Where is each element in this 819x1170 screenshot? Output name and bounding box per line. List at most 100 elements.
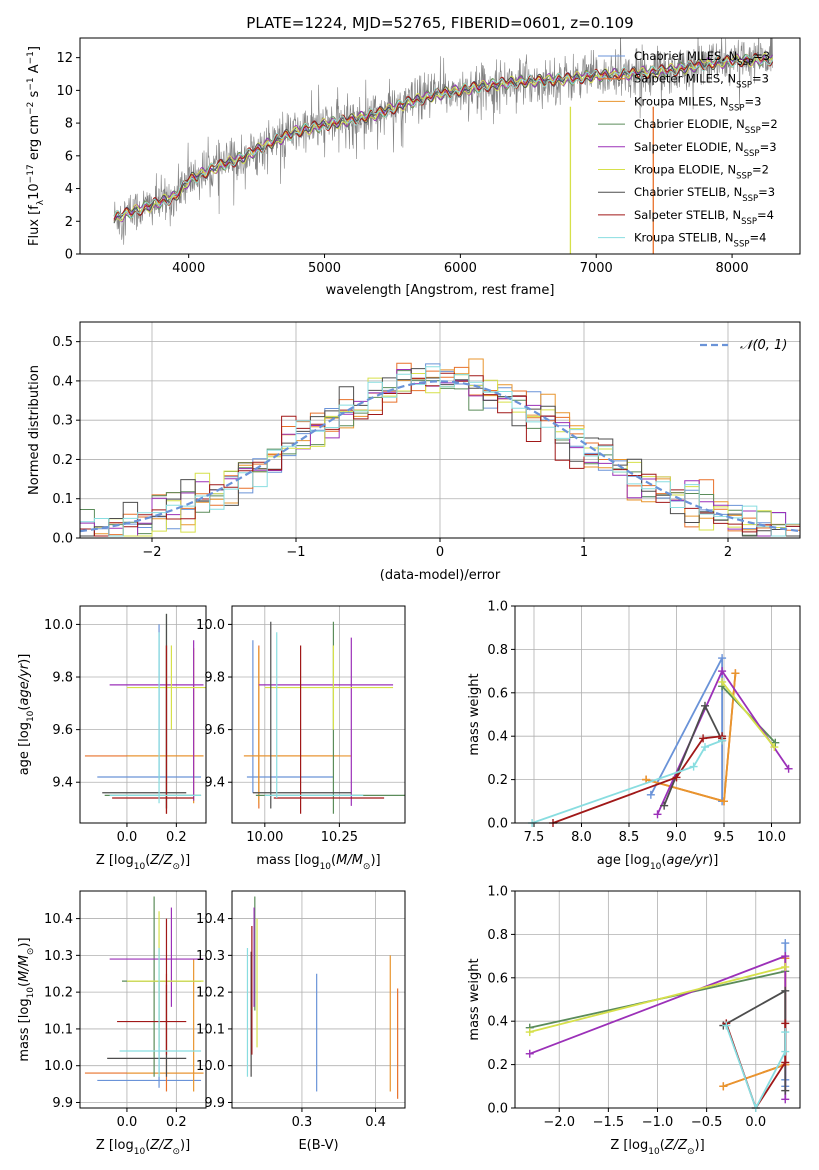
x-axis-label: mass [log10(M/M⊙)] <box>256 853 380 872</box>
y-tick-label: 10.1 <box>196 1022 225 1037</box>
y-tick-label: 10.0 <box>44 618 73 633</box>
label-part: −1 <box>26 51 36 64</box>
axes-frame <box>79 605 207 824</box>
y-tick-label: 0.2 <box>487 773 508 788</box>
legend-sub: SSP <box>729 103 745 113</box>
age_vs_Z-plot-area <box>84 613 206 814</box>
label-part: )] <box>17 937 32 947</box>
x-tick-label: 0.2 <box>166 1115 187 1130</box>
label-part: Z/Z <box>664 1138 688 1153</box>
label-part: M/M <box>336 853 363 868</box>
label-part: )] <box>180 1138 190 1153</box>
legend-sub: SSP <box>734 240 750 250</box>
axes-frame <box>514 890 801 1109</box>
legend-text: =2 <box>761 117 778 131</box>
y-tick-label: 0.6 <box>487 686 508 701</box>
legend-text: Chabrier STELIB, N <box>634 185 742 199</box>
x-axis-label: Z [log10(Z/Z⊙)] <box>96 853 190 872</box>
x-axis-label: wavelength [Angstrom, rest frame] <box>326 283 555 298</box>
y-tick-label: 9.8 <box>204 671 225 686</box>
y-tick-label: 8 <box>65 117 73 132</box>
x-tick-label: 5000 <box>308 261 341 276</box>
label-part: ⊙ <box>172 1147 180 1157</box>
y-tick-label: 9.6 <box>204 723 225 738</box>
legend-text: =4 <box>757 208 774 222</box>
axes-frame <box>514 605 801 824</box>
legend-text: =3 <box>760 140 777 154</box>
label-part: 10 <box>26 987 36 999</box>
y-tick-label: 10.3 <box>44 949 73 964</box>
label-part: ⊙ <box>172 862 180 872</box>
label-part: s <box>27 90 42 101</box>
model-spectrum-kroupa_stelib <box>113 54 774 219</box>
x-tick-label: −0.5 <box>691 1115 723 1130</box>
y-tick-label: 9.6 <box>52 723 73 738</box>
label-part: Flux [f <box>27 205 42 246</box>
x-tick-label: 1 <box>580 545 588 560</box>
x-tick-label: 7.5 <box>524 830 545 845</box>
mass_vs_Z-plot-area <box>84 896 204 1092</box>
label-part: Z [log <box>96 853 134 868</box>
x-tick-label: 9.0 <box>666 830 687 845</box>
x-tick-label: 0.3 <box>292 1115 313 1130</box>
y-tick-label: 1.0 <box>487 600 508 615</box>
y-tick-label: 0.4 <box>487 730 508 745</box>
legend-label: Chabrier ELODIE, NSSP=2 <box>634 117 778 136</box>
label-part: Z/Z <box>149 853 173 868</box>
y-axis-label: mass weight <box>467 958 482 1040</box>
weight-line-kroupa_elodie <box>529 966 786 1033</box>
x-tick-label: −1.0 <box>642 1115 674 1130</box>
label-part: −2 <box>26 102 36 115</box>
legend-sub: SSP <box>744 149 760 159</box>
label-part: A <box>27 64 42 77</box>
label-part: −1 <box>26 77 36 90</box>
y-tick-label: 6 <box>65 149 73 164</box>
y-tick-label: 10.4 <box>196 912 225 927</box>
label-part: ( <box>145 853 150 868</box>
y-tick-label: 9.9 <box>52 1096 73 1111</box>
mass_vs_ebv-plot-area <box>246 896 399 1099</box>
legend-label: Kroupa ELODIE, NSSP=2 <box>634 163 769 182</box>
x-tick-label: 6000 <box>444 261 477 276</box>
axes-frame <box>231 605 406 824</box>
legend-label: Salpeter STELIB, NSSP=4 <box>634 208 774 227</box>
label-part: )] <box>370 853 380 868</box>
label-part: 10 <box>134 862 146 872</box>
x-tick-label: 0.0 <box>117 830 138 845</box>
label-part: M/M <box>17 955 32 982</box>
x-tick-label: 0.4 <box>365 1115 386 1130</box>
x-axis-label: Z [log10(Z/Z⊙)] <box>610 1138 704 1157</box>
x-tick-label: 4000 <box>172 261 205 276</box>
y-tick-label: 9.9 <box>204 1096 225 1111</box>
x-tick-label: 8.0 <box>571 830 592 845</box>
x-tick-label: 10.0 <box>757 830 786 845</box>
y-tick-label: 9.8 <box>52 671 73 686</box>
age_vs_mass-plot-area <box>243 621 405 814</box>
legend-text: Kroupa STELIB, N <box>634 231 734 245</box>
x-axis-label: (data-model)/error <box>380 568 501 583</box>
y-tick-label: 10.0 <box>44 1059 73 1074</box>
label-part: 10 <box>648 1147 660 1157</box>
x-tick-label: 2 <box>724 545 732 560</box>
y-tick-label: 9.4 <box>52 776 73 791</box>
label-part: ( <box>661 853 666 868</box>
x-tick-label: −1.5 <box>593 1115 625 1130</box>
label-part: ( <box>145 1138 150 1153</box>
label-part: ( <box>331 853 336 868</box>
y-tick-label: 0.5 <box>52 335 73 350</box>
legend-text: Salpeter ELODIE, N <box>634 140 744 154</box>
y-axis-label: mass [log10(M/M⊙)] <box>17 937 36 1061</box>
legend-text: Chabrier ELODIE, N <box>634 117 745 131</box>
x-axis-label: E(B-V) <box>298 1138 338 1153</box>
y-tick-label: 10.0 <box>196 618 225 633</box>
legend-text: Salpeter STELIB, N <box>634 208 741 222</box>
legend-sub: SSP <box>736 172 752 182</box>
axes-frame <box>231 890 406 1109</box>
label-part: 10 <box>650 862 662 872</box>
y-tick-label: 10 <box>56 84 73 99</box>
x-axis-label: age [log10(age/yr)] <box>597 853 719 872</box>
weight-line-kroupa_stelib <box>725 1025 787 1111</box>
legend-text: Chabrier MILES, N <box>634 49 737 63</box>
